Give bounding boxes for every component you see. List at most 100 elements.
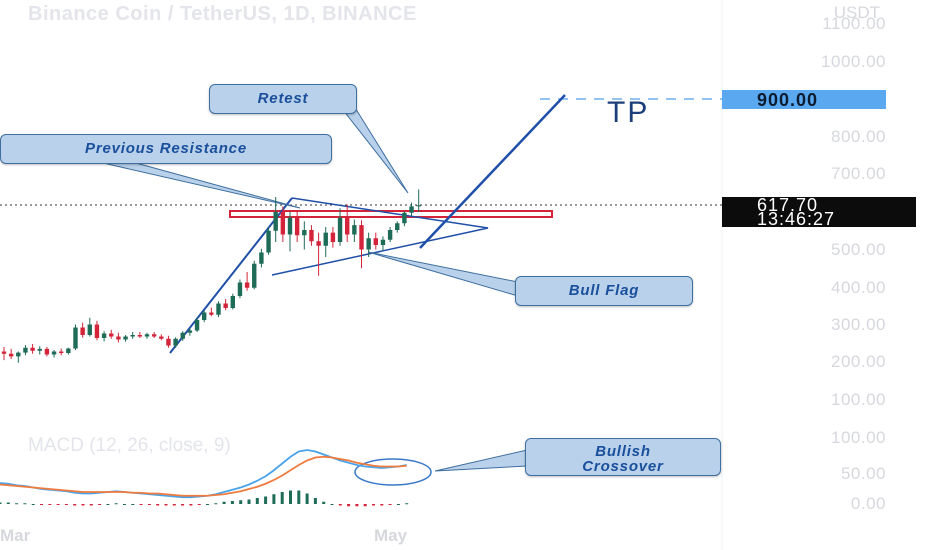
candle-up: [194, 320, 200, 331]
candle-down: [359, 225, 364, 250]
candle-countdown: 13:46:27: [757, 209, 836, 229]
bull-flag-pattern: [271, 197, 489, 276]
macd-histogram-bar: [147, 504, 151, 505]
price-tick: 500.00: [831, 240, 886, 259]
candle-up: [252, 263, 257, 288]
macd-histogram-bar: [181, 504, 185, 506]
macd-title: MACD (12, 26, close, 9): [28, 435, 231, 456]
macd-histogram-bar: [280, 492, 284, 504]
price-tick: 300.00: [831, 315, 886, 334]
macd-histogram-bar: [81, 504, 85, 506]
candle-down: [316, 241, 321, 246]
macd-histogram-bar: [230, 501, 234, 504]
candle-up: [101, 333, 107, 338]
signal-line: [0, 455, 407, 497]
macd-histogram-bar: [123, 504, 126, 505]
price-tick: 800.00: [831, 127, 886, 146]
macd-histogram-bar: [313, 498, 317, 504]
candle-up: [302, 230, 307, 236]
bullish-crossover-callout[interactable]: Bullish Crossover: [525, 438, 721, 476]
macd-histogram-bar: [372, 504, 375, 506]
price-tick: 1100.00: [822, 14, 886, 33]
macd-histogram-bar: [289, 490, 292, 504]
macd-histogram-bar: [247, 499, 251, 504]
macd-tick: 50.00: [840, 464, 886, 483]
candle-up: [87, 324, 92, 335]
candle-down: [1, 351, 7, 354]
macd-histogram-bar: [172, 504, 176, 506]
candle-up: [395, 223, 400, 230]
previous-resistance-label: Previous Resistance: [85, 140, 247, 157]
macd-histogram-bar: [6, 502, 10, 504]
bullish-crossover-label-line1: Bullish: [595, 443, 651, 460]
macd-histogram-bar: [197, 504, 201, 505]
candle-down: [209, 312, 214, 315]
candle-up: [37, 348, 42, 351]
macd-tick: 100.00: [831, 428, 886, 447]
candle-up: [402, 212, 407, 224]
macd-histogram-bar: [73, 504, 77, 506]
macd-histogram-bar: [297, 490, 301, 504]
retest-callout[interactable]: Retest: [209, 84, 357, 114]
candle-up: [216, 303, 221, 315]
macd-histogram-bar: [272, 494, 276, 504]
candle-down: [151, 334, 157, 337]
macd-histogram-bar: [23, 503, 27, 505]
candle-up: [352, 225, 357, 235]
candle-up: [23, 347, 28, 353]
candle-down: [166, 338, 171, 346]
macd-histogram-bar: [206, 504, 209, 505]
candle-down: [159, 336, 164, 339]
macd-histogram-bar: [405, 503, 409, 505]
macd-histogram-bar: [255, 498, 259, 504]
price-tick: 700.00: [831, 164, 886, 183]
candle-down: [59, 351, 64, 353]
candle-down: [116, 336, 121, 340]
macd-histogram-bar: [305, 493, 309, 504]
macd-histogram-bar: [330, 504, 334, 505]
macd-histogram-bar: [15, 503, 19, 505]
macd-histogram-bar: [131, 504, 135, 505]
macd-histogram-bar: [347, 504, 351, 507]
candle-down: [30, 347, 35, 351]
macd-histogram-bar: [56, 504, 60, 505]
candle-up: [409, 206, 414, 213]
macd-histogram-bar: [0, 502, 2, 504]
candle-down: [109, 333, 114, 337]
candle-down: [94, 324, 100, 338]
target-price-value: 900.00: [757, 90, 819, 110]
flagpole-trendline: [169, 197, 293, 354]
macd-histogram-bar: [363, 504, 367, 507]
bullish-crossover-tail: [434, 449, 528, 472]
price-tick: 1000.00: [821, 52, 886, 71]
price-tick: 200.00: [831, 352, 886, 371]
candle-up: [387, 230, 393, 240]
candle-down: [280, 212, 286, 235]
macd-histogram-bar: [380, 504, 384, 506]
bull-flag-callout[interactable]: Bull Flag: [515, 276, 693, 306]
candlestick-series: [1, 189, 421, 363]
bullish-crossover-label-line2: Crossover: [582, 458, 664, 475]
candle-up: [180, 332, 185, 339]
candle-up: [187, 330, 193, 333]
current-price-value: 617.70: [757, 195, 819, 215]
macd-histogram-bar: [214, 503, 218, 505]
candle-up: [173, 338, 178, 346]
bull-flag-tail: [367, 251, 519, 297]
candle-down: [330, 232, 336, 242]
time-tick: Mar: [0, 526, 31, 545]
candle-down: [80, 327, 85, 335]
candle-down: [294, 217, 300, 236]
tp-label: TP: [607, 96, 650, 129]
candle-down: [345, 217, 350, 235]
candle-up: [123, 336, 128, 340]
macd-histogram-bar: [106, 504, 110, 505]
macd-histogram-bar: [322, 501, 326, 504]
candle-down: [44, 348, 50, 355]
candle-up: [237, 282, 243, 296]
retest-tail: [338, 105, 409, 194]
previous-resistance-callout[interactable]: Previous Resistance: [0, 134, 332, 164]
current-price-tag: 617.70 13:46:27: [722, 195, 916, 229]
macd-histogram-bar: [222, 501, 226, 504]
